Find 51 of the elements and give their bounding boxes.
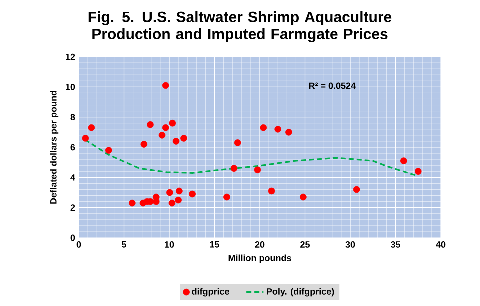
y-tick-label: 10 <box>66 84 76 90</box>
x-tick-label: 5 <box>122 242 126 248</box>
point <box>300 194 307 201</box>
point <box>286 129 292 136</box>
x-tick-label: 35 <box>390 242 401 248</box>
chart-title: Fig. 5. U.S. Saltwater Shrimp Aquaculture Production and Imputed Farmgate Prices <box>88 11 392 43</box>
point <box>166 189 174 196</box>
x-axis-title: Million pounds <box>228 254 292 264</box>
point <box>189 190 196 198</box>
x-tick-label: 40 <box>436 242 446 248</box>
point <box>234 140 242 146</box>
point <box>400 158 408 164</box>
point <box>260 124 268 132</box>
point <box>140 141 148 148</box>
point <box>268 188 276 195</box>
point <box>162 82 170 90</box>
y-tick-label: 12 <box>66 54 76 60</box>
x-tick-label: 25 <box>300 242 310 248</box>
y-tick-label: 0 <box>70 234 76 242</box>
x-tick-label: 20 <box>255 242 265 248</box>
x-tick-label: 0 <box>76 242 82 248</box>
point <box>414 168 422 176</box>
x-tick-label: 30 <box>346 242 356 248</box>
y-tick-label: 6 <box>70 144 76 151</box>
x-tick-label: 15 <box>210 242 220 248</box>
legend-label: difgprice <box>192 288 230 297</box>
point <box>353 186 360 194</box>
x-tick-label: 10 <box>165 242 174 248</box>
y-axis-title: Deflated dollars per pound <box>50 91 59 204</box>
point <box>169 120 176 127</box>
point <box>254 166 262 174</box>
point <box>147 121 154 128</box>
point <box>175 196 182 204</box>
y-tick-label: 8 <box>70 114 76 121</box>
point <box>176 188 183 195</box>
point <box>180 135 188 142</box>
point <box>168 200 176 207</box>
point <box>162 124 170 132</box>
y-tick-label: 4 <box>70 174 76 181</box>
point <box>224 194 230 201</box>
point <box>128 200 136 207</box>
y-tick-label: 2 <box>70 204 76 211</box>
point <box>158 132 166 139</box>
point <box>274 126 282 133</box>
annotation: R² = 0.0524 <box>309 82 356 90</box>
point <box>172 138 180 145</box>
point <box>82 135 90 142</box>
point <box>105 147 112 154</box>
legend-label: Poly. (difgprice) <box>267 288 334 297</box>
point <box>88 124 96 132</box>
point <box>230 165 238 172</box>
